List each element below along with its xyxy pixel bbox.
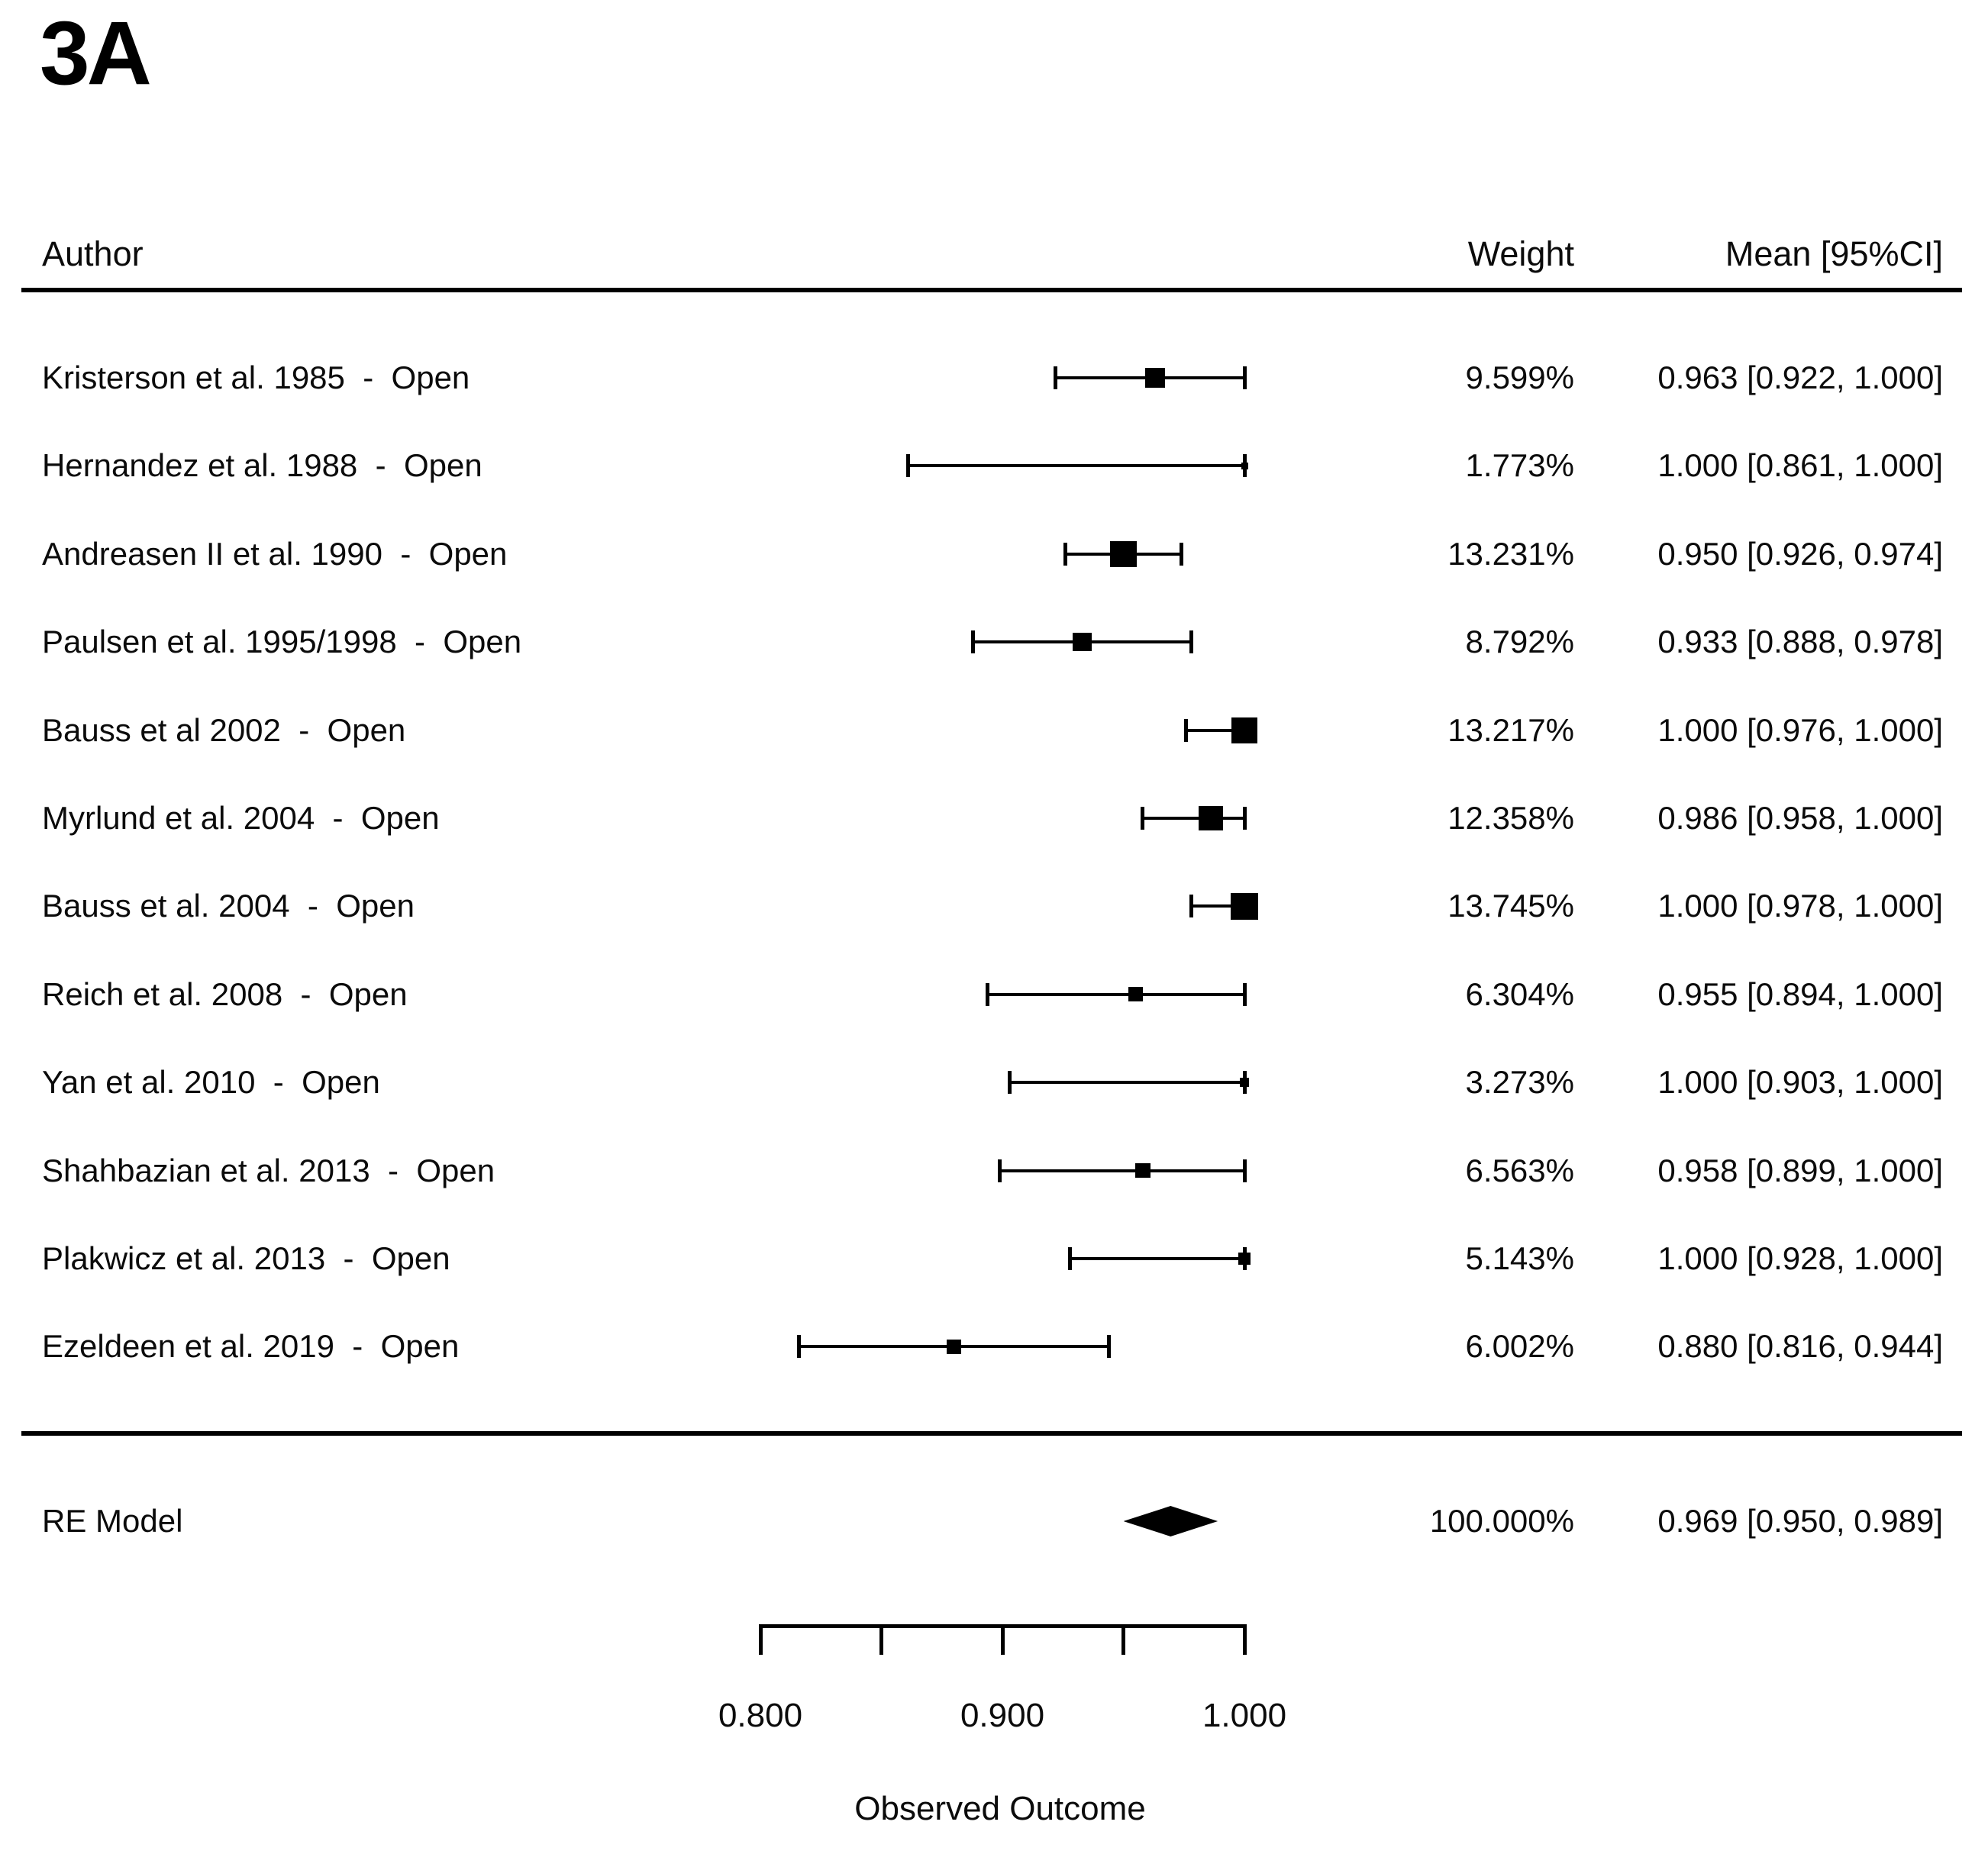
ci-cap-right: [1242, 982, 1247, 1006]
study-mean-ci: 0.963 [0.922, 1.000]: [1657, 360, 1943, 395]
x-axis-tick: [1242, 1624, 1247, 1655]
study-weight: 6.563%: [1465, 1152, 1574, 1188]
point-estimate-marker: [1238, 1252, 1251, 1266]
study-weight: 12.358%: [1447, 800, 1574, 836]
point-estimate-marker: [1231, 717, 1258, 743]
author-column-header: Author: [42, 234, 144, 273]
point-estimate-marker: [1128, 987, 1143, 1002]
x-axis-tick-label: 0.900: [960, 1697, 1045, 1734]
study-author-label: Ezeldeen et al. 2019 - Open: [42, 1328, 460, 1365]
ci-line: [987, 992, 1244, 996]
ci-line: [1070, 1257, 1244, 1260]
study-weight: 6.002%: [1465, 1328, 1574, 1365]
header-separator-line: [21, 288, 1962, 292]
study-weight: 13.231%: [1447, 535, 1574, 572]
point-estimate-marker: [1241, 462, 1248, 469]
study-mean-ci: 0.958 [0.899, 1.000]: [1657, 1152, 1943, 1188]
ci-cap-left: [986, 982, 990, 1006]
study-weight: 1.773%: [1465, 447, 1574, 484]
study-author-label: Plakwicz et al. 2013 - Open: [42, 1240, 450, 1276]
study-author-label: Kristerson et al. 1985 - Open: [42, 360, 470, 395]
ci-cap-left: [1189, 895, 1193, 918]
study-weight: 3.273%: [1465, 1064, 1574, 1101]
x-axis-tick: [758, 1624, 763, 1655]
study-mean-ci: 0.955 [0.894, 1.000]: [1657, 975, 1943, 1012]
ci-cap-right: [1180, 542, 1184, 566]
ci-line: [1009, 1081, 1244, 1085]
study-author-label: Bauss et al. 2004 - Open: [42, 888, 415, 924]
ci-cap-left: [1063, 542, 1067, 566]
summary-weight: 100.000%: [1429, 1503, 1574, 1539]
study-weight: 6.304%: [1465, 975, 1574, 1012]
study-weight: 8.792%: [1465, 624, 1574, 660]
study-mean-ci: 0.933 [0.888, 0.978]: [1657, 624, 1943, 660]
summary-separator-line: [21, 1431, 1962, 1436]
ci-cap-left: [1008, 1071, 1012, 1095]
study-mean-ci: 1.000 [0.903, 1.000]: [1657, 1064, 1943, 1101]
study-mean-ci: 1.000 [0.928, 1.000]: [1657, 1240, 1943, 1276]
x-axis-tick: [1000, 1624, 1005, 1655]
ci-cap-left: [797, 1335, 802, 1359]
study-author-label: Myrlund et al. 2004 - Open: [42, 800, 440, 836]
study-mean-ci: 1.000 [0.978, 1.000]: [1657, 888, 1943, 924]
x-axis-tick-label: 1.000: [1202, 1697, 1287, 1734]
study-mean-ci: 1.000 [0.861, 1.000]: [1657, 447, 1943, 484]
x-axis-tick: [879, 1624, 883, 1655]
summary-row-label: RE Model: [42, 1503, 183, 1539]
ci-cap-left: [1184, 718, 1189, 742]
study-mean-ci: 0.950 [0.926, 0.974]: [1657, 535, 1943, 572]
summary-mean-ci: 0.969 [0.950, 0.989]: [1657, 1503, 1943, 1539]
study-author-label: Paulsen et al. 1995/1998 - Open: [42, 624, 522, 660]
weight-column-header: Weight: [1467, 234, 1574, 273]
summary-diamond: [1123, 1506, 1218, 1536]
ci-line: [999, 1169, 1244, 1172]
ci-line: [1191, 904, 1244, 908]
ci-cap-right: [1189, 630, 1193, 654]
ci-cap-left: [1068, 1247, 1073, 1270]
ci-cap-left: [998, 1159, 1002, 1182]
study-author-label: Bauss et al 2002 - Open: [42, 711, 406, 748]
ci-line: [1142, 817, 1244, 820]
study-author-label: Reich et al. 2008 - Open: [42, 975, 408, 1012]
ci-line: [908, 464, 1244, 468]
point-estimate-marker: [1144, 367, 1165, 389]
study-author-label: Shahbazian et al. 2013 - Open: [42, 1152, 495, 1188]
ci-cap-right: [1242, 807, 1247, 830]
x-axis-tick-label: 0.800: [718, 1697, 803, 1734]
study-mean-ci: 1.000 [0.976, 1.000]: [1657, 711, 1943, 748]
point-estimate-marker: [947, 1340, 961, 1354]
ci-cap-left: [1141, 807, 1145, 830]
study-author-label: Yan et al. 2010 - Open: [42, 1064, 380, 1101]
ci-cap-right: [1106, 1335, 1111, 1359]
study-mean-ci: 0.986 [0.958, 1.000]: [1657, 800, 1943, 836]
study-author-label: Andreasen II et al. 1990 - Open: [42, 535, 508, 572]
study-weight: 13.745%: [1447, 888, 1574, 924]
ci-cap-left: [971, 630, 976, 654]
point-estimate-marker: [1239, 1078, 1250, 1088]
figure-panel-label: 3A: [40, 3, 152, 104]
ci-cap-left: [1054, 366, 1058, 389]
point-estimate-marker: [1198, 805, 1223, 831]
study-mean-ci: 0.880 [0.816, 0.944]: [1657, 1328, 1943, 1365]
ci-cap-right: [1242, 366, 1247, 389]
ci-cap-left: [905, 454, 910, 478]
ci-line: [1186, 728, 1244, 732]
study-weight: 9.599%: [1465, 360, 1574, 395]
x-axis-tick: [1121, 1624, 1125, 1655]
study-weight: 13.217%: [1447, 711, 1574, 748]
point-estimate-marker: [1231, 892, 1258, 920]
study-weight: 5.143%: [1465, 1240, 1574, 1276]
mean-ci-column-header: Mean [95%CI]: [1725, 234, 1943, 273]
ci-cap-right: [1242, 1159, 1247, 1182]
point-estimate-marker: [1110, 540, 1137, 567]
x-axis-title: Observed Outcome: [854, 1790, 1146, 1827]
study-author-label: Hernandez et al. 1988 - Open: [42, 447, 482, 484]
point-estimate-marker: [1073, 633, 1092, 652]
point-estimate-marker: [1135, 1162, 1151, 1178]
